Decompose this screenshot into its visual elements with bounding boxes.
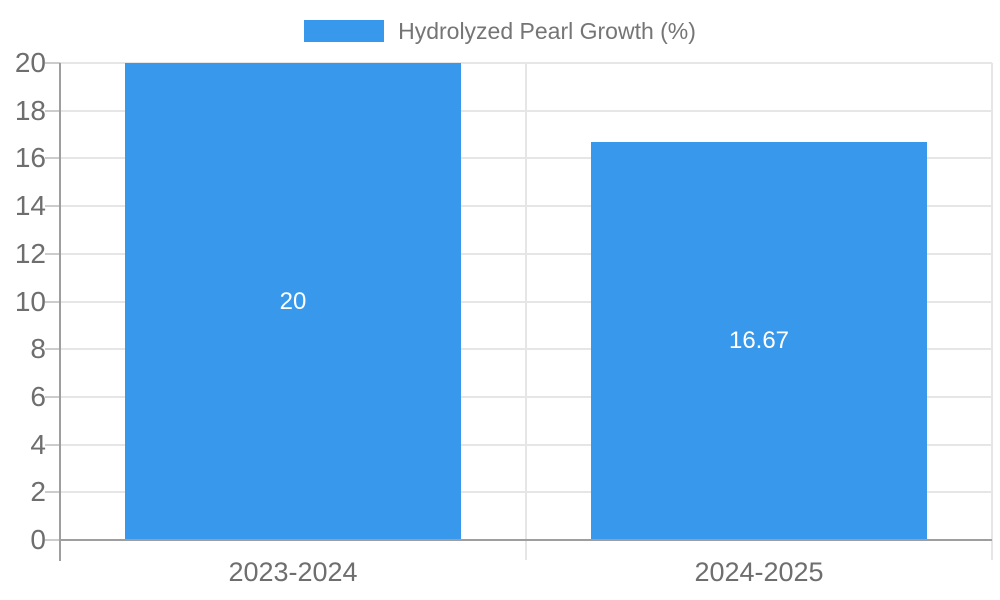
y-axis-tick	[45, 395, 60, 398]
y-axis-tick-label: 20	[14, 47, 46, 78]
y-axis-tick	[45, 539, 60, 541]
bar[interactable]	[591, 142, 927, 540]
y-axis-tick	[45, 252, 60, 255]
y-axis-tick-label: 0	[30, 524, 46, 555]
y-axis-tick-label: 14	[14, 190, 46, 222]
legend-swatch	[304, 20, 385, 42]
y-axis-tick-label: 16	[14, 142, 46, 174]
bar-value-label: 20	[279, 287, 307, 315]
y-axis-tick-label: 4	[30, 428, 46, 460]
y-axis-tick-label: 8	[30, 333, 46, 365]
y-axis-tick-label: 18	[14, 94, 46, 126]
x-axis-line	[60, 539, 992, 541]
y-axis-tick	[45, 491, 60, 494]
y-axis-tick	[45, 443, 60, 446]
y-axis-tick-label: 12	[14, 237, 46, 269]
x-gridline	[991, 63, 993, 560]
y-axis-line	[59, 63, 61, 561]
y-axis-tick	[45, 300, 60, 303]
y-axis-tick	[45, 157, 60, 160]
y-axis-tick	[45, 109, 60, 112]
y-axis-tick-label: 10	[14, 285, 46, 317]
x-gridline	[525, 63, 527, 560]
legend-label: Hydrolyzed Pearl Growth (%)	[398, 18, 696, 44]
y-axis-tick-label: 2	[30, 476, 46, 508]
y-axis-tick	[45, 348, 60, 351]
y-axis-tick-label: 6	[30, 380, 46, 412]
y-axis-tick	[45, 205, 60, 208]
x-axis-tick-label: 2023-2024	[228, 557, 358, 587]
y-axis-tick	[45, 62, 60, 64]
x-axis-tick-label: 2024-2025	[694, 557, 824, 587]
legend[interactable]: Hydrolyzed Pearl Growth (%)	[0, 18, 1000, 44]
bar[interactable]	[125, 63, 461, 540]
bar-value-label: 16.67	[728, 327, 790, 355]
